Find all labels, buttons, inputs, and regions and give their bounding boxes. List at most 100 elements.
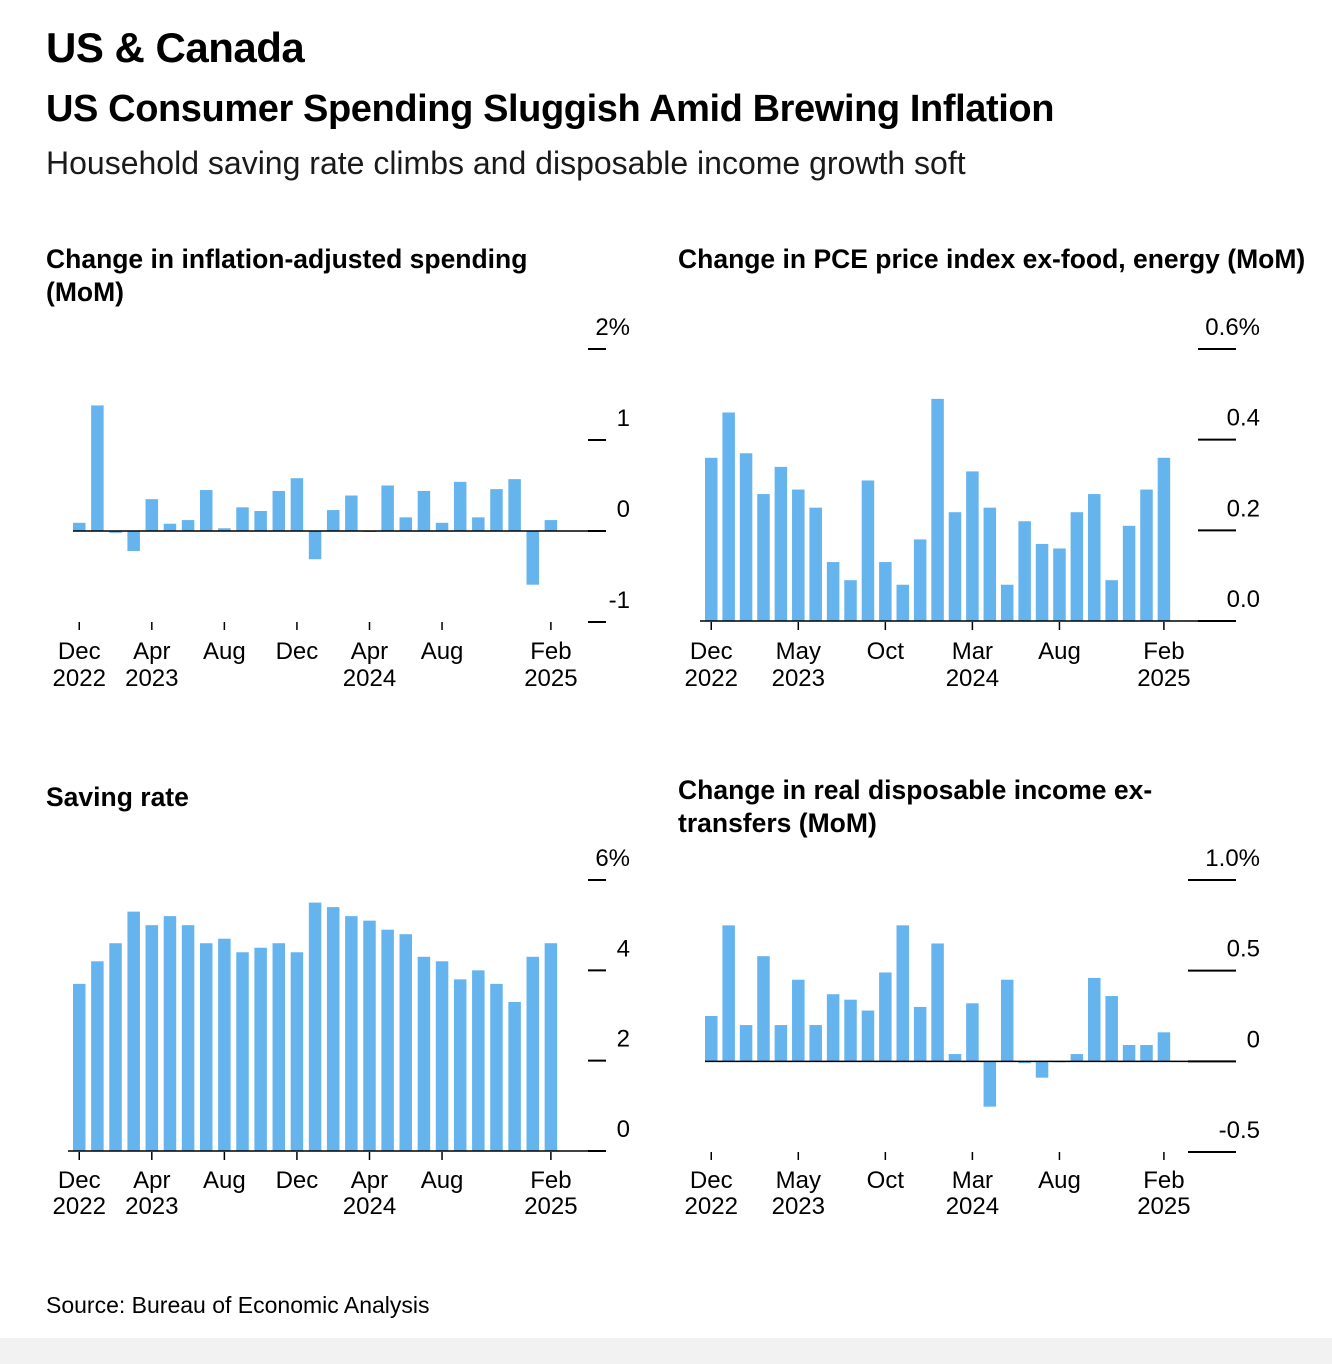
income-bar: [844, 999, 857, 1062]
income-bar: [757, 956, 770, 1062]
pce-xtick-month: Aug: [1038, 638, 1081, 665]
spending-bar: [199, 490, 213, 531]
spending-bar: [417, 490, 431, 531]
pce-ytick-label: 0.0: [1227, 586, 1260, 613]
spending-bar: [490, 489, 503, 531]
spending-bar: [508, 479, 521, 531]
saving-xtick-month: Dec: [58, 1167, 101, 1194]
saving-bar: [435, 961, 449, 1151]
saving-bar: [127, 911, 140, 1151]
spending-xtick-month: Feb: [530, 638, 571, 665]
saving-bar: [453, 979, 467, 1151]
saving-bar: [109, 943, 122, 1151]
saving-xtick-month: Apr: [133, 1167, 170, 1194]
income-xtick-year: 2023: [772, 1193, 825, 1220]
saving-bar: [526, 956, 539, 1151]
pce-bar: [1088, 494, 1101, 621]
pce-bar: [879, 562, 892, 621]
pce-xtick-year: 2024: [946, 665, 999, 692]
spending-bar: [109, 531, 122, 533]
pce-ytick-label: 0.6%: [1205, 314, 1260, 341]
saving-xtick-year: 2022: [53, 1193, 106, 1220]
spending-bar: [218, 528, 231, 531]
saving-bar: [199, 943, 213, 1151]
spending-xtick-month: Aug: [421, 638, 464, 665]
saving-xtick-month: Aug: [203, 1167, 246, 1194]
spending-xtick-year: 2025: [524, 665, 577, 692]
income-bar: [931, 943, 944, 1062]
saving-bar: [399, 934, 413, 1151]
pce-xtick-year: 2022: [685, 665, 738, 692]
saving-xtick-month: Apr: [351, 1167, 388, 1194]
saving-xtick-year: 2023: [125, 1193, 178, 1220]
pce-bar: [1053, 548, 1066, 621]
income-bar: [1070, 1054, 1084, 1062]
income-bar: [722, 925, 735, 1062]
spending-bar: [399, 517, 413, 531]
income-bar: [983, 1061, 997, 1107]
saving-bar: [363, 920, 376, 1151]
income-bar: [705, 1016, 718, 1062]
spending-bar: [254, 510, 267, 531]
spending-bar: [453, 481, 467, 531]
income-bar: [1157, 1032, 1171, 1062]
saving-bar: [381, 929, 394, 1151]
spending-bar: [308, 531, 322, 560]
saving-bar: [272, 943, 286, 1151]
pce-bar: [1070, 512, 1084, 621]
spending-bar: [236, 507, 249, 531]
spending-bar: [472, 517, 485, 531]
saving-xtick-month: Aug: [421, 1167, 464, 1194]
pce-bar: [948, 512, 962, 621]
page-subtitle: Household saving rate climbs and disposa…: [46, 145, 966, 181]
income-ytick-label: 0.5: [1227, 936, 1260, 963]
pce-bar: [1000, 584, 1014, 621]
page-title: US Consumer Spending Sluggish Amid Brewi…: [46, 88, 1055, 130]
income-ytick-label: 0: [1247, 1026, 1260, 1053]
income-bar: [948, 1054, 962, 1062]
income-bar: [826, 994, 840, 1062]
income-bar: [739, 1025, 753, 1062]
income-xtick-month: Dec: [690, 1167, 733, 1194]
spending-bar: [345, 495, 358, 531]
income-bar: [913, 1006, 927, 1062]
spending-ytick-label: 0: [617, 496, 630, 523]
pce-chart-title: Change in PCE price index ex-food, energ…: [678, 244, 1306, 274]
pce-bar: [931, 398, 944, 621]
saving-bar: [345, 916, 358, 1151]
saving-xtick-year: 2024: [343, 1193, 396, 1220]
section-label: US & Canada: [46, 24, 305, 71]
saving-bar: [308, 902, 322, 1151]
spending-chart-title: Change in inflation-adjusted spending (M…: [46, 244, 528, 307]
spending-bar: [544, 520, 558, 531]
income-xtick-month: Mar: [952, 1167, 993, 1194]
pce-bar: [1122, 525, 1136, 621]
income-bar: [1105, 996, 1118, 1062]
saving-bar: [163, 916, 177, 1151]
spending-bar: [526, 531, 539, 585]
pce-bar: [809, 507, 822, 621]
income-xtick-month: Aug: [1038, 1167, 1081, 1194]
pce-bar: [1105, 580, 1118, 621]
spending-bar: [381, 485, 394, 531]
income-bar: [966, 1003, 979, 1062]
spending-bar: [290, 478, 304, 531]
spending-bar: [181, 520, 195, 531]
saving-bar: [290, 952, 304, 1151]
saving-bar: [145, 925, 159, 1151]
income-ytick-label: 1.0%: [1205, 845, 1260, 872]
saving-bar: [472, 970, 485, 1151]
spending-ytick-label: -1: [609, 587, 630, 614]
income-bar: [792, 979, 805, 1062]
pce-ytick-label: 0.4: [1227, 405, 1260, 432]
pce-xtick-month: May: [776, 638, 821, 665]
pce-xtick-month: Mar: [952, 638, 993, 665]
income-bar: [861, 1010, 875, 1062]
spending-xtick-month: Apr: [133, 638, 170, 665]
income-xtick-month: Oct: [867, 1167, 905, 1194]
spending-xtick-month: Apr: [351, 638, 388, 665]
spending-bar: [145, 499, 159, 531]
